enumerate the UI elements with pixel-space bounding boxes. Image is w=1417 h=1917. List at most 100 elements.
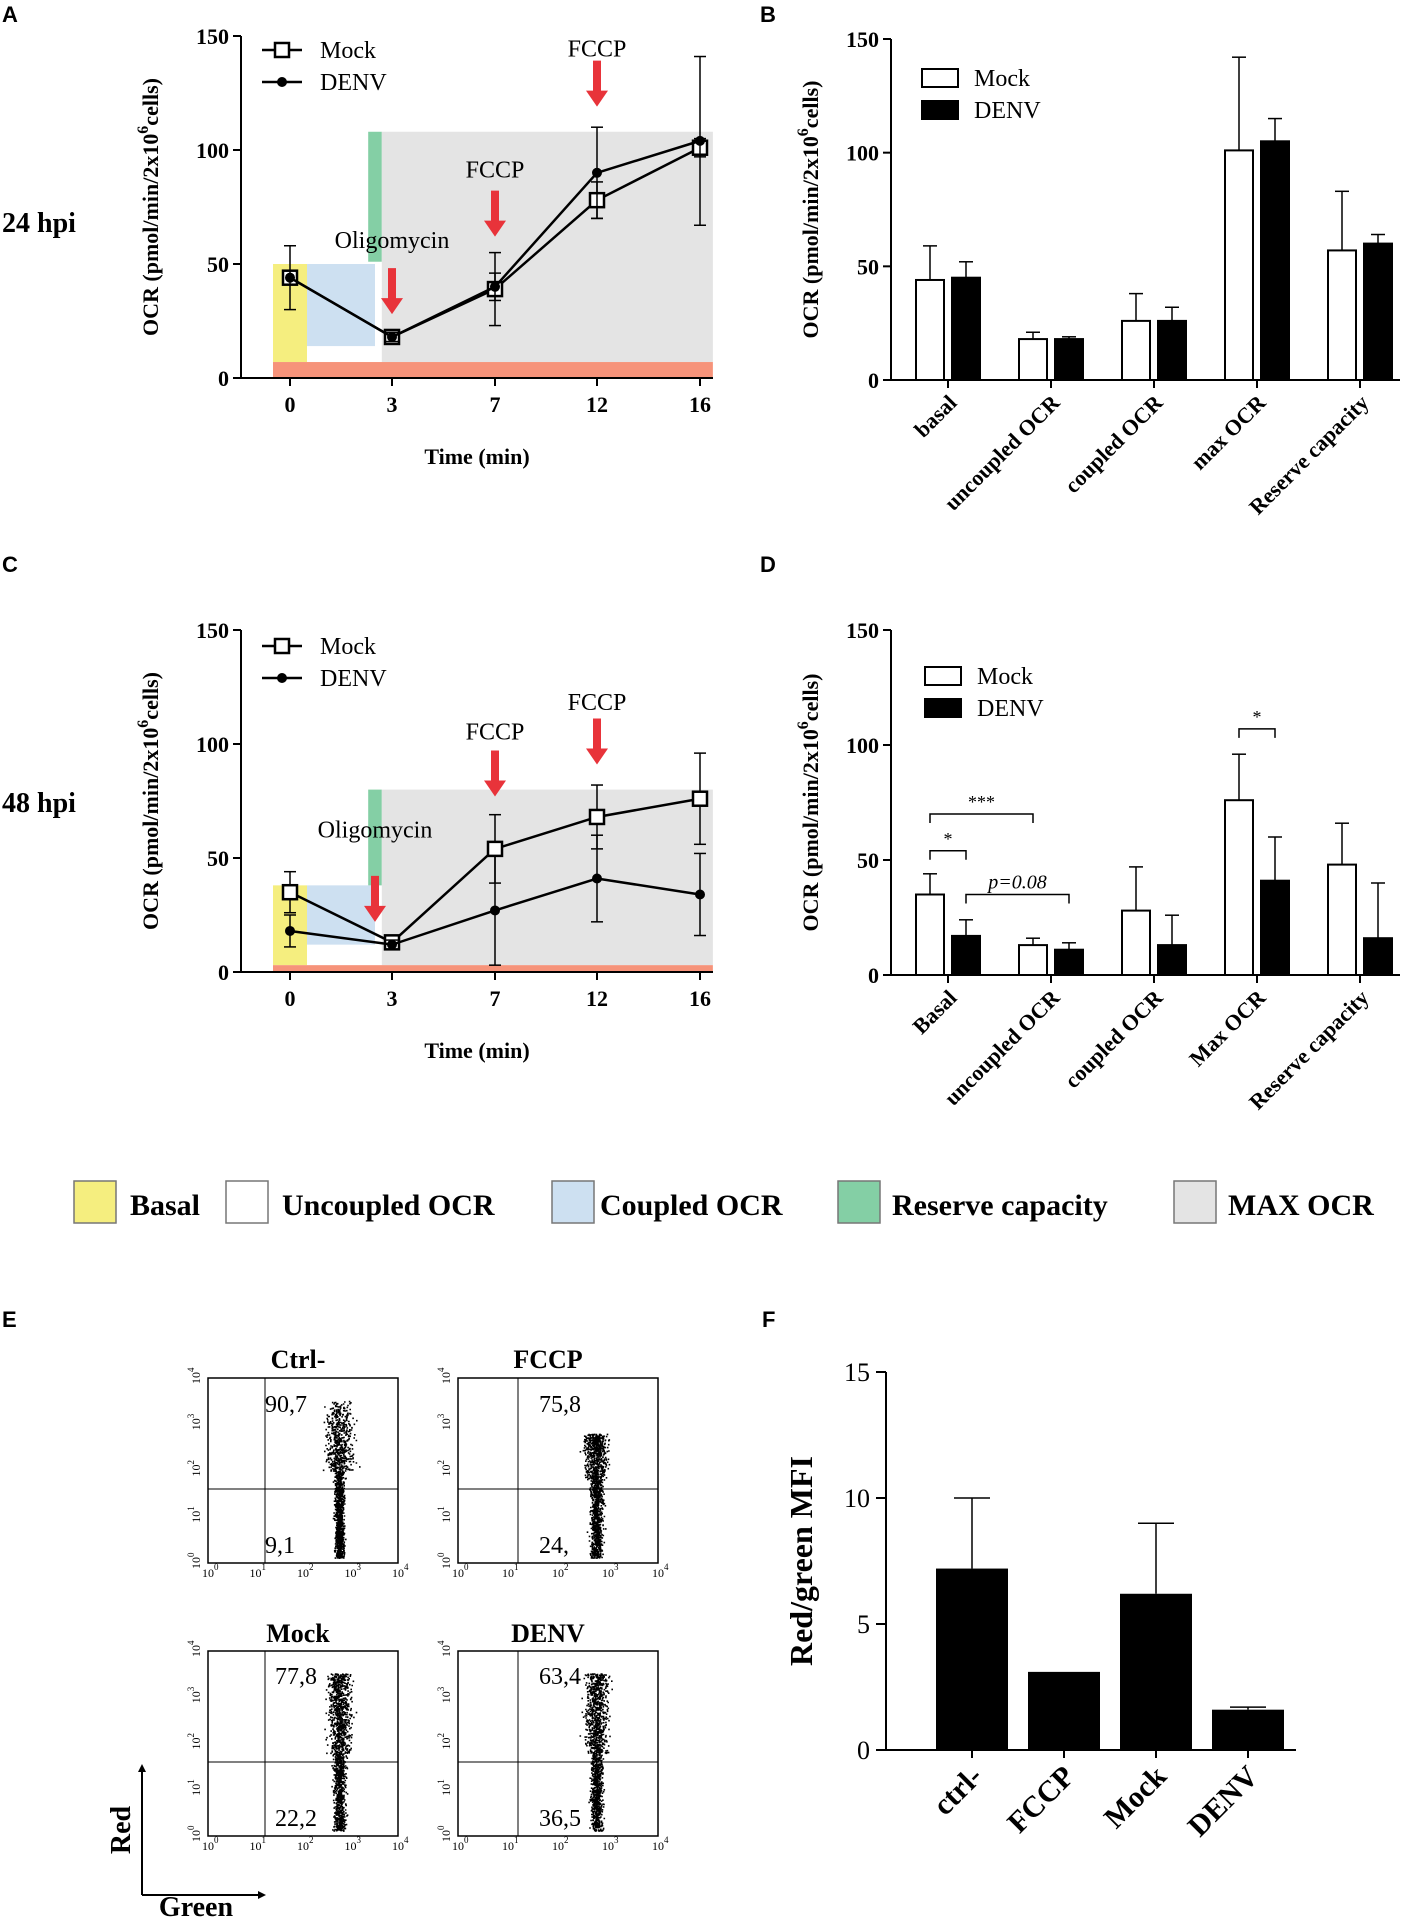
- flow-y-tick-label: 10: [439, 1738, 453, 1750]
- legend-label: Mock: [320, 38, 376, 64]
- flow-plot-frame: [457, 1377, 659, 1564]
- region-non-mitochondrial: [273, 362, 713, 378]
- y-axis-title-main: OCR (pmol/min/2x10: [798, 729, 823, 931]
- bar-denv: [951, 934, 981, 977]
- x-tick-label: 7: [490, 986, 501, 1011]
- x-axis-title: Time (min): [424, 1038, 529, 1063]
- annotation-label: FCCP: [466, 719, 525, 745]
- flow-x-tick-exponent: 1: [514, 1562, 519, 1572]
- marker-denv: [592, 167, 602, 178]
- x-tick-label: 3: [387, 986, 398, 1011]
- legend-label-coupled: Coupled OCR: [600, 1189, 783, 1222]
- region-max-ocr: [381, 789, 713, 966]
- flow-y-tick-exponent: 1: [186, 1506, 196, 1511]
- flow-x-tick-exponent: 3: [614, 1835, 619, 1845]
- flow-y-tick-label: 10: [189, 1372, 203, 1384]
- flow-y-tick-exponent: 1: [186, 1779, 196, 1784]
- marker-mock: [691, 790, 709, 807]
- flow-y-tick-label: 10: [439, 1784, 453, 1796]
- flow-y-tick-exponent: 4: [436, 1367, 446, 1372]
- flow-x-tick-label: 10: [297, 1839, 309, 1853]
- legend-label-basal: Basal: [130, 1189, 200, 1222]
- x-tick-label: ctrl-: [927, 1760, 989, 1822]
- y-axis-title-sup: 6: [135, 720, 152, 728]
- legend-label-reserve: Reserve capacity: [892, 1189, 1108, 1222]
- flow-x-tick-exponent: 3: [614, 1562, 619, 1572]
- y-axis-title-end: cells): [798, 81, 823, 129]
- flow-y-tick-label: 10: [439, 1557, 453, 1569]
- region-uncoupled-ocr: [307, 346, 375, 363]
- panel-c-line-chart: 0 50 100 150 0 3 7 12 16 Time (min) OCR (pmol/min/…: [135, 618, 713, 1063]
- marker-mock: [281, 883, 299, 901]
- flow-y-tick-label: 10: [189, 1691, 203, 1703]
- y-tick-label: 100: [196, 138, 229, 163]
- flow-y-tick-label: 10: [189, 1511, 203, 1523]
- legend-label: DENV: [320, 666, 387, 692]
- y-tick-label: 150: [846, 618, 879, 643]
- bar-mock: [1327, 863, 1357, 976]
- flow-y-tick-exponent: 0: [186, 1825, 196, 1830]
- flow-x-axis-title: Green: [159, 1892, 234, 1917]
- flow-y-tick-label: 10: [189, 1830, 203, 1842]
- y-tick-label: 150: [196, 618, 229, 643]
- flow-x-tick-label: 10: [652, 1566, 664, 1580]
- annotation-label: Oligomycin: [335, 228, 450, 254]
- flow-x-tick-label: 10: [202, 1839, 214, 1853]
- flow-y-tick-exponent: 3: [186, 1686, 196, 1691]
- y-axis-title: OCR (pmol/min/2x106cells): [795, 674, 823, 932]
- flow-y-tick-label: 10: [439, 1645, 453, 1657]
- flow-x-tick-exponent: 3: [357, 1562, 362, 1572]
- flow-upper-pct-mock: 77,8: [275, 1664, 317, 1690]
- flow-scatter-dots: [579, 1673, 613, 1832]
- marker-denv: [285, 272, 295, 283]
- arrow-head: [381, 298, 403, 315]
- bar-mock: [1121, 909, 1151, 976]
- flow-title-ctrl: Ctrl-: [271, 1345, 326, 1374]
- annotation-label: Oligomycin: [318, 817, 433, 843]
- panel-e-flow-cytometry: Ctrl- FCCP Mock DENV 90,7 9,1 75,8 24, 7…: [106, 1345, 669, 1917]
- legend-label: DENV: [320, 70, 387, 96]
- flow-x-tick-label: 10: [250, 1839, 262, 1853]
- x-tick-label: 12: [586, 392, 608, 417]
- bar-denv: [1363, 242, 1393, 381]
- flow-x-tick-label: 10: [552, 1839, 564, 1853]
- marker-denv: [490, 281, 500, 292]
- y-axis-title: OCR (pmol/min/2x106cells): [135, 672, 163, 930]
- bar-denv: [1157, 319, 1187, 382]
- legend-label-max: MAX OCR: [1228, 1189, 1374, 1222]
- flow-upper-pct-denv: 63,4: [539, 1664, 581, 1690]
- bar-mock: [915, 893, 945, 976]
- arrow-head: [484, 220, 506, 237]
- flow-x-tick-label: 10: [452, 1566, 464, 1580]
- flow-x-tick-label: 10: [602, 1566, 614, 1580]
- flow-y-tick-label: 10: [189, 1784, 203, 1796]
- flow-x-tick-exponent: 2: [564, 1835, 569, 1845]
- x-tick-label: 0: [285, 392, 296, 417]
- y-tick-label: 50: [857, 848, 879, 873]
- legend-marker-mock: [273, 41, 291, 59]
- flow-x-tick-label: 10: [202, 1566, 214, 1580]
- marker-denv: [490, 905, 500, 916]
- x-tick-label: basal: [909, 390, 961, 442]
- region-non-mitochondrial: [273, 965, 713, 972]
- y-axis-title-main: OCR (pmol/min/2x10: [138, 134, 163, 336]
- marker-mock: [486, 840, 504, 858]
- flow-x-tick-exponent: 1: [514, 1835, 519, 1845]
- y-tick-label: 50: [207, 252, 229, 277]
- significance-bracket: [965, 893, 1070, 904]
- flow-x-tick-label: 10: [602, 1839, 614, 1853]
- flow-x-tick-label: 10: [452, 1839, 464, 1853]
- bar: [1028, 1671, 1100, 1750]
- flow-y-tick-label: 10: [439, 1465, 453, 1477]
- legend-swatch-reserve: [837, 1180, 881, 1224]
- bar-denv: [951, 276, 981, 382]
- legend-label: DENV: [977, 696, 1044, 722]
- legend-marker-denv: [277, 77, 287, 87]
- panel-a-line-chart: 0 50 100 150 0 3 7 12 16 Time (min) OCR (pmol/min/…: [135, 24, 713, 469]
- marker-denv: [695, 889, 705, 900]
- flow-scatter-dots: [324, 1673, 358, 1832]
- panel-letter-f: F: [762, 1307, 775, 1332]
- x-tick-label: DENV: [1182, 1759, 1266, 1843]
- annotation-label: FCCP: [568, 37, 627, 63]
